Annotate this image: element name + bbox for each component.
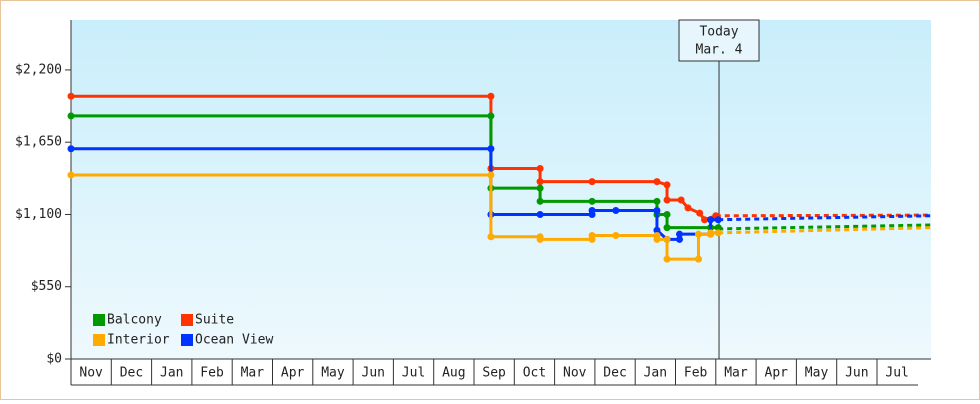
y-tick-label: $550	[31, 279, 62, 294]
point	[588, 231, 596, 239]
legend-swatch	[93, 334, 105, 346]
point	[536, 210, 544, 218]
point	[487, 92, 495, 100]
point	[653, 178, 661, 186]
y-tick-label: $2,200	[15, 62, 62, 77]
legend-label: Balcony	[107, 313, 162, 328]
point	[663, 224, 671, 232]
x-tick-label: Dec	[603, 366, 626, 381]
point	[696, 209, 704, 217]
point	[487, 171, 495, 179]
legend-label: Interior	[107, 333, 170, 348]
point	[612, 231, 620, 239]
today-label: Mar. 4	[696, 43, 743, 58]
x-tick-label: Jul	[402, 366, 425, 381]
point	[653, 197, 661, 205]
x-tick-label: Aug	[442, 366, 465, 381]
point	[487, 233, 495, 241]
point	[67, 145, 75, 153]
x-tick-label: Jun	[845, 366, 868, 381]
x-tick-label: Apr	[281, 366, 305, 381]
point	[663, 235, 671, 243]
y-tick-label: $1,100	[15, 207, 62, 222]
point	[653, 235, 661, 243]
x-tick-label: Sep	[482, 366, 506, 381]
x-tick-label: Mar	[724, 366, 748, 381]
x-tick-label: Jun	[362, 366, 385, 381]
x-tick-label: Nov	[79, 366, 103, 381]
point	[663, 181, 671, 189]
point	[663, 255, 671, 263]
point	[588, 207, 596, 215]
point	[653, 226, 661, 234]
y-tick-label: $1,650	[15, 135, 62, 150]
point	[663, 196, 671, 204]
x-tick-label: May	[805, 366, 829, 381]
x-tick-label: Apr	[765, 366, 789, 381]
x-tick-label: Jan	[160, 366, 183, 381]
point	[653, 207, 661, 215]
x-tick-label: Feb	[200, 366, 224, 381]
x-tick-label: Feb	[684, 366, 708, 381]
point	[487, 112, 495, 120]
point	[676, 230, 684, 238]
today-box	[678, 19, 760, 62]
point	[707, 216, 715, 224]
point	[684, 204, 692, 212]
legend-swatch	[93, 314, 105, 326]
point	[536, 164, 544, 172]
y-tick-label: $0	[46, 352, 62, 367]
x-tick-label: Mar	[241, 366, 265, 381]
point	[663, 210, 671, 218]
point	[677, 196, 685, 204]
point	[536, 235, 544, 243]
point	[536, 197, 544, 205]
point	[694, 255, 702, 263]
point	[694, 230, 702, 238]
point	[487, 145, 495, 153]
point	[701, 216, 709, 224]
point	[612, 207, 620, 215]
point	[67, 112, 75, 120]
point	[707, 229, 715, 237]
point	[67, 92, 75, 100]
x-tick-label: Nov	[563, 366, 587, 381]
x-tick-label: Jul	[885, 366, 908, 381]
legend-label: Ocean View	[195, 333, 273, 348]
x-tick-label: Oct	[523, 366, 546, 381]
legend-swatch	[181, 334, 193, 346]
legend-label: Suite	[195, 313, 234, 328]
x-tick-label: Jan	[644, 366, 667, 381]
point	[588, 178, 596, 186]
point	[588, 197, 596, 205]
point	[536, 178, 544, 186]
today-label: Today	[699, 25, 738, 40]
point	[536, 184, 544, 192]
point	[67, 171, 75, 179]
x-tick-label: Dec	[120, 366, 143, 381]
x-tick-label: May	[321, 366, 345, 381]
legend-swatch	[181, 314, 193, 326]
point	[676, 235, 684, 243]
